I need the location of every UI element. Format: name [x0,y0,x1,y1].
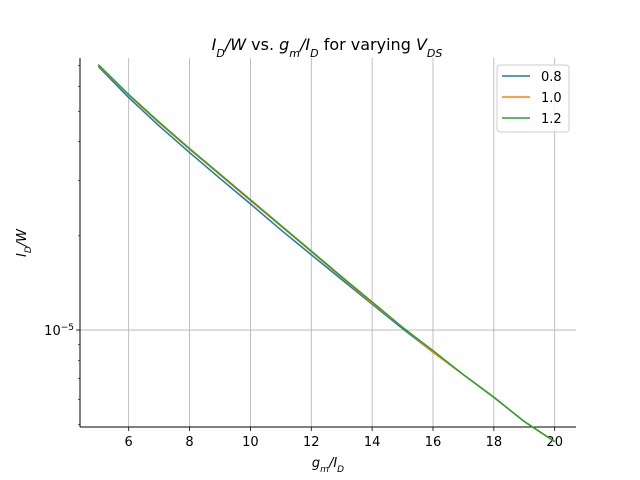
legend-label-1.2: 1.2 [541,112,562,127]
legend: 0.8 1.0 1.2 [496,64,570,133]
series-lines [97,64,556,443]
y-tick-label: 10−5 [44,323,74,339]
x-axis-label: gm/ID [312,456,344,475]
legend-box [496,64,570,133]
axes [79,58,576,428]
x-tick-label: 16 [425,435,442,450]
chart-title: ID/W vs. gm/ID for varying VDS [212,35,443,60]
x-tick-label: 14 [364,435,381,450]
x-tick-label: 10 [242,435,259,450]
x-tick-label: 18 [486,435,503,450]
legend-label-1.0: 1.0 [541,91,562,106]
x-tick-label: 12 [303,435,320,450]
y-axis-label: ID/W [15,228,34,257]
x-tick-label: 8 [185,435,193,450]
series-line-1.2 [97,64,556,443]
legend-label-0.8: 0.8 [541,70,562,85]
x-tick-label: 6 [125,435,133,450]
